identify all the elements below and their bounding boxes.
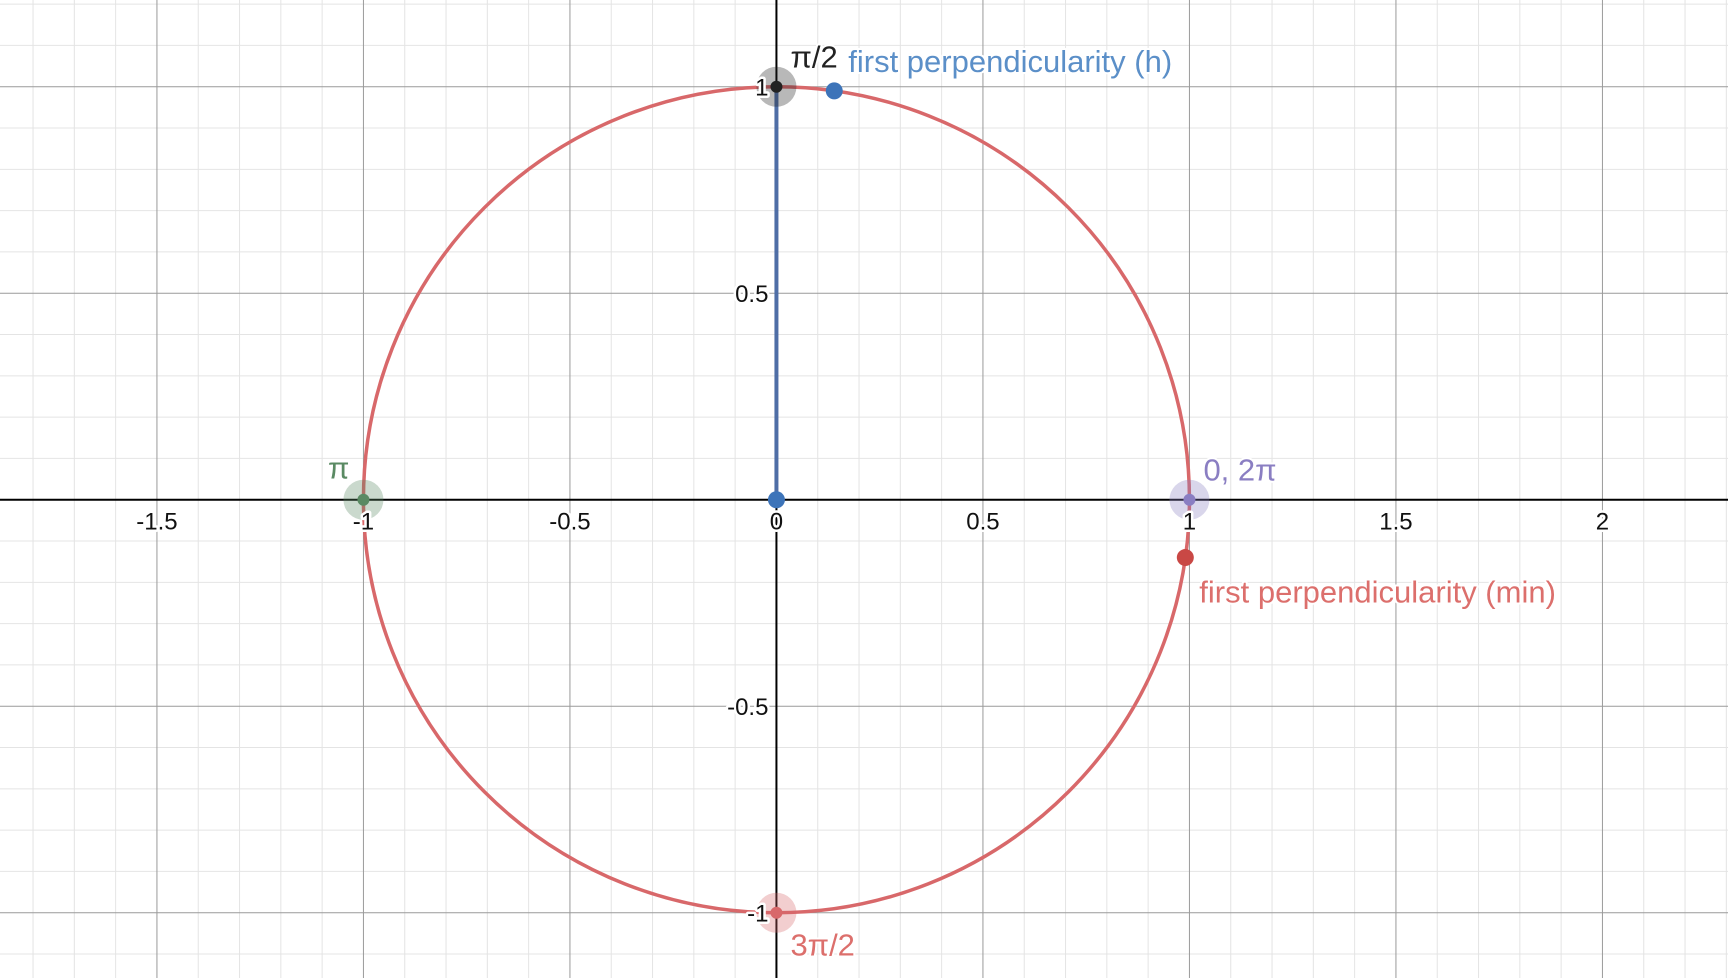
x-tick-label: 0.5 xyxy=(966,509,999,536)
point-marker xyxy=(770,80,783,93)
point-label: π/2 xyxy=(790,40,837,75)
point-marker xyxy=(1176,549,1194,567)
x-tick-label: -1 xyxy=(353,509,374,536)
point-label: 3π/2 xyxy=(790,928,854,963)
point-label: first perpendicularity (h) xyxy=(848,44,1172,79)
point-marker xyxy=(1183,493,1196,506)
y-tick-label: 0.5 xyxy=(735,281,768,308)
point-marker xyxy=(767,491,785,509)
x-tick-label: 0 xyxy=(770,509,783,536)
points xyxy=(343,66,1210,933)
y-tick-label: -0.5 xyxy=(727,694,768,721)
point-label: 0, 2π xyxy=(1203,453,1276,488)
x-tick-label: 2 xyxy=(1596,509,1609,536)
point-marker xyxy=(770,906,783,919)
tick-labels: -1.5 -1 -0.5 0 0.5 1 1.5 2 1 0.5 -0.5 -1 xyxy=(134,72,1612,930)
point-label: π xyxy=(328,451,349,486)
x-tick-label: -0.5 xyxy=(549,509,590,536)
y-tick-label: 1 xyxy=(755,75,768,102)
y-tick-label: -1 xyxy=(747,901,768,928)
point-marker xyxy=(357,493,370,506)
x-tick-label: -1.5 xyxy=(136,509,177,536)
point-label: first perpendicularity (min) xyxy=(1199,575,1556,610)
point-labels: π/2 first perpendicularity (h) π 0, 2π first… xyxy=(326,38,1558,965)
x-tick-label: 1.5 xyxy=(1379,509,1412,536)
x-tick-label: 1 xyxy=(1183,509,1196,536)
point-marker xyxy=(825,82,843,100)
